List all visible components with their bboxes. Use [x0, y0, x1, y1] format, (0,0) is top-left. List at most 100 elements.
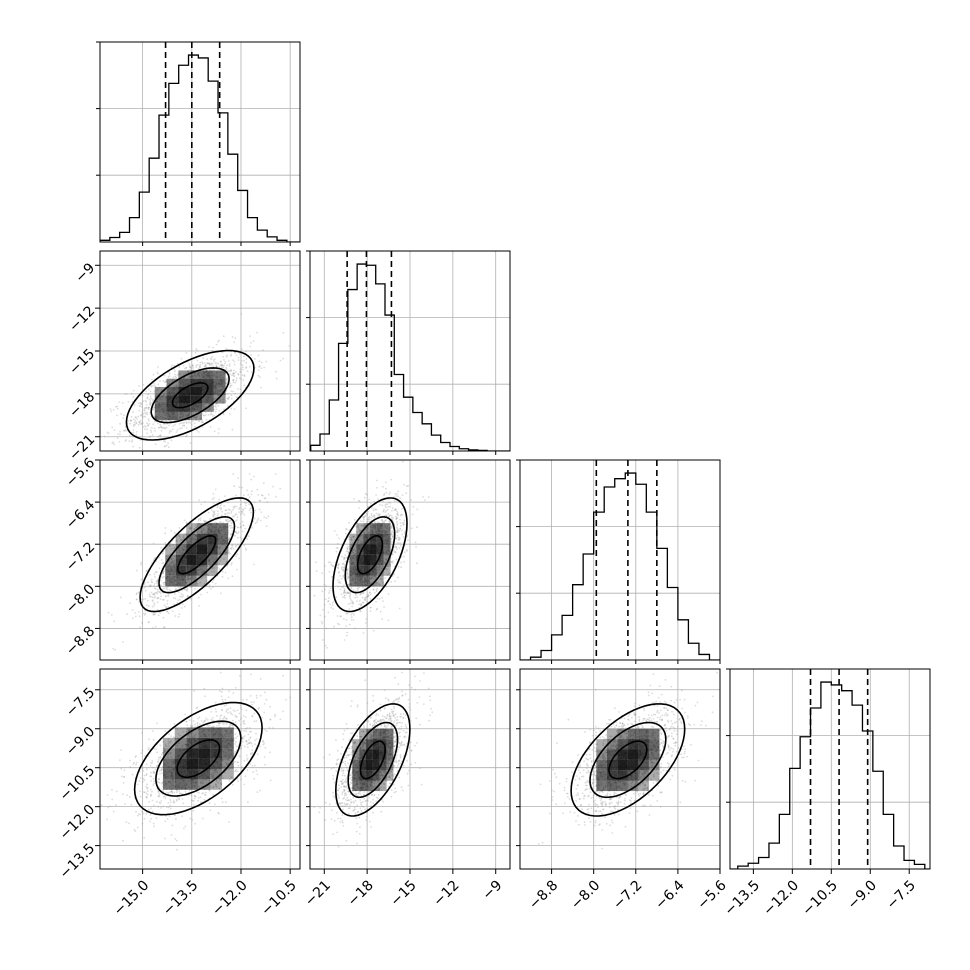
scatter-point	[347, 591, 350, 594]
scatter-point	[195, 364, 198, 367]
scatter-point	[228, 551, 231, 553]
scatter-point	[242, 736, 244, 739]
scatter-point	[234, 381, 236, 384]
scatter-point	[115, 414, 118, 417]
scatter-point	[168, 588, 171, 591]
scatter-point	[180, 593, 183, 595]
scatter-point	[223, 704, 226, 707]
scatter-point	[216, 402, 218, 405]
scatter-point	[397, 542, 400, 544]
scatter-point	[391, 541, 394, 543]
scatter-point	[359, 542, 362, 545]
scatter-point	[245, 407, 248, 410]
scatter-point	[337, 622, 339, 625]
scatter-point	[209, 809, 212, 811]
scatter-point	[377, 513, 379, 515]
scatter-point	[212, 510, 215, 513]
scatter-point	[381, 618, 384, 620]
scatter-point	[228, 370, 231, 373]
scatter-point	[400, 513, 403, 516]
scatter-point	[170, 834, 173, 836]
scatter-point	[162, 790, 165, 793]
scatter-point	[165, 815, 167, 817]
scatter-point	[189, 421, 192, 424]
scatter-point	[227, 521, 230, 523]
scatter-point	[210, 358, 212, 361]
pair-panel-0-1	[100, 251, 300, 451]
scatter-point	[168, 424, 171, 427]
scatter-point	[369, 593, 372, 595]
scatter-point	[116, 407, 119, 410]
scatter-point	[223, 408, 226, 410]
scatter-point	[172, 425, 175, 427]
scatter-point	[218, 553, 221, 555]
scatter-point	[342, 574, 345, 577]
scatter-point	[225, 355, 228, 358]
scatter-point	[376, 521, 379, 523]
scatter-point	[239, 706, 242, 709]
density-block	[376, 565, 384, 576]
scatter-point	[146, 413, 149, 416]
scatter-point	[200, 720, 203, 722]
scatter-point	[227, 360, 230, 362]
scatter-point	[237, 373, 240, 376]
scatter-point	[173, 364, 176, 367]
scatter-point	[362, 601, 365, 604]
scatter-point	[237, 764, 240, 767]
density-block	[201, 395, 214, 404]
scatter-point	[136, 783, 139, 786]
scatter-point	[328, 570, 331, 573]
scatter-point	[209, 413, 212, 416]
scatter-point	[402, 536, 405, 538]
scatter-point	[133, 423, 135, 426]
scatter-point	[146, 604, 148, 607]
scatter-point	[192, 810, 195, 812]
scatter-point	[173, 563, 176, 566]
scatter-point	[148, 406, 151, 409]
scatter-point	[230, 524, 233, 527]
scatter-point	[232, 372, 235, 375]
scatter-point	[150, 795, 152, 797]
scatter-point	[370, 512, 373, 515]
scatter-point	[136, 418, 139, 420]
scatter-point	[213, 408, 216, 411]
scatter-point	[257, 354, 260, 357]
scatter-point	[232, 379, 235, 381]
scatter-point	[196, 349, 199, 352]
scatter-point	[192, 575, 195, 578]
scatter-point	[200, 417, 203, 420]
scatter-point	[127, 400, 130, 403]
scatter-point	[244, 727, 247, 730]
scatter-point	[366, 518, 369, 521]
scatter-point	[129, 766, 132, 768]
scatter-point	[395, 495, 397, 497]
scatter-point	[174, 373, 176, 376]
scatter-point	[258, 369, 260, 372]
scatter-point	[346, 568, 349, 570]
scatter-point	[243, 501, 246, 504]
scatter-point	[321, 590, 324, 593]
scatter-point	[118, 401, 121, 403]
scatter-point	[224, 360, 227, 363]
scatter-point	[355, 530, 358, 533]
scatter-point	[116, 405, 118, 408]
scatter-point	[217, 722, 220, 725]
scatter-point	[142, 598, 145, 601]
scatter-point	[218, 499, 221, 501]
scatter-point	[366, 501, 368, 503]
scatter-point	[350, 618, 353, 621]
scatter-point	[236, 526, 239, 528]
scatter-point	[340, 578, 343, 580]
scatter-point	[225, 509, 227, 512]
scatter-point	[424, 499, 426, 501]
scatter-point	[121, 402, 124, 404]
scatter-point	[176, 601, 179, 604]
scatter-point	[213, 497, 216, 499]
scatter-point	[139, 414, 142, 417]
scatter-point	[255, 769, 258, 772]
scatter-point	[189, 442, 192, 444]
scatter-point	[380, 567, 383, 570]
scatter-point	[238, 511, 240, 513]
scatter-point	[367, 531, 370, 534]
scatter-point	[232, 548, 235, 550]
